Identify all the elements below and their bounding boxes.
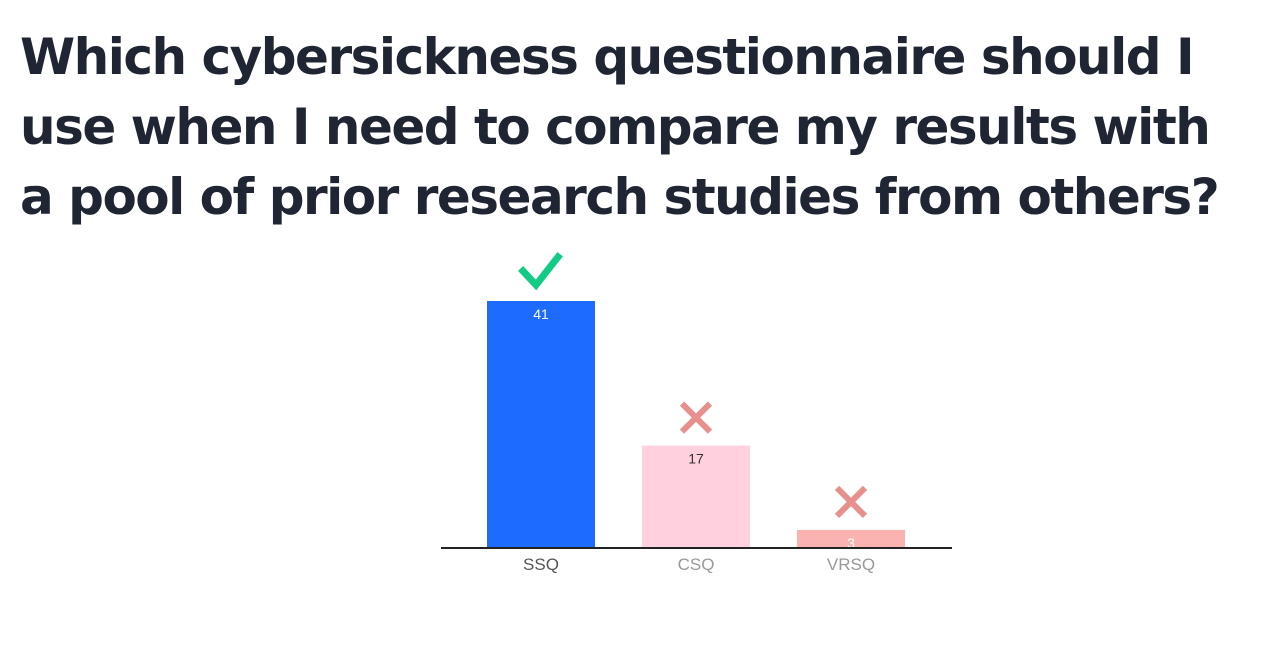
tick-label-vrsq: VRSQ	[827, 555, 875, 574]
tick-label-ssq: SSQ	[523, 555, 559, 574]
bar-csq	[642, 445, 750, 548]
bar-vrsq	[797, 529, 905, 548]
tick-label-csq: CSQ	[678, 555, 715, 574]
check-icon	[518, 252, 563, 291]
question-title: Which cybersickness questionnaire should…	[20, 28, 1220, 226]
cross-icon	[834, 485, 868, 519]
bar-value-vrsq: 3	[847, 535, 855, 551]
bar-ssq	[487, 301, 595, 548]
cross-icon	[679, 401, 713, 434]
bar-value-csq: 17	[688, 451, 704, 467]
bar-value-ssq: 41	[533, 306, 549, 322]
